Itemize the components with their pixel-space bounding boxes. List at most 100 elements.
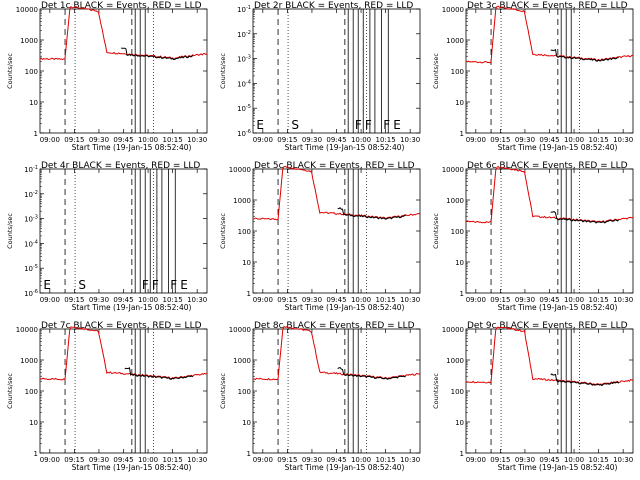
det-2r-panel: Det 2r BLACK = Events, RED = LLD Counts/s… <box>219 1 421 152</box>
y-tick-label: 10 <box>29 99 38 107</box>
y-tick-label: 1 <box>247 290 251 298</box>
y-tick-label: 10-1 <box>24 165 38 174</box>
x-axis-label: Start Time (19-Jan-15 08:52:40) <box>72 303 192 312</box>
event-marker-label: S <box>78 278 86 292</box>
x-tick-label: 10:30 <box>613 136 633 144</box>
chart-title: Det 4r BLACK = Events, RED = LLD <box>41 161 200 171</box>
lld-series-line <box>252 325 421 381</box>
x-tick-label: 10:15 <box>589 296 609 304</box>
x-tick-label: 10:15 <box>163 136 183 144</box>
chart-title: Det 9c BLACK = Events, RED = LLD <box>467 321 628 331</box>
x-tick-label: 10:30 <box>613 456 633 464</box>
y-tick-label: 1000 <box>20 37 38 45</box>
det-3c-panel: Det 3c BLACK = Events, RED = LLD Counts/s… <box>432 1 634 152</box>
x-tick-label: 09:15 <box>277 456 297 464</box>
y-tick-label: 10-5 <box>24 264 38 273</box>
event-marker-label: E <box>43 278 51 292</box>
x-tick-label: 09:30 <box>89 136 109 144</box>
event-marker-label: F <box>383 118 390 132</box>
events-series-line <box>337 206 406 220</box>
x-tick-label: 10:30 <box>613 296 633 304</box>
x-tick-label: 09:45 <box>113 136 133 144</box>
x-tick-label: 10:30 <box>400 296 420 304</box>
x-tick-label: 10:15 <box>589 136 609 144</box>
event-marker-label: F <box>365 118 372 132</box>
lld-series-line <box>465 5 634 64</box>
x-tick-label: 10:00 <box>564 296 584 304</box>
y-tick-label: 100 <box>451 388 464 396</box>
y-tick-label: 100 <box>451 228 464 236</box>
x-tick-label: 10:00 <box>564 456 584 464</box>
y-tick-label: 1 <box>460 450 464 458</box>
y-axis-label: Counts/sec <box>6 213 14 249</box>
events-series-line <box>337 367 406 380</box>
event-marker-label: S <box>291 118 299 132</box>
y-tick-label: 10 <box>455 99 464 107</box>
x-tick-label: 09:30 <box>302 456 322 464</box>
y-tick-label: 10000 <box>229 326 251 334</box>
y-tick-label: 10-3 <box>237 55 251 64</box>
x-tick-label: 10:00 <box>138 296 158 304</box>
y-axis-label: Counts/sec <box>432 373 440 409</box>
x-tick-label: 09:30 <box>515 136 535 144</box>
event-marker-label: F <box>152 278 159 292</box>
x-tick-label: 09:30 <box>302 296 322 304</box>
y-tick-label: 1000 <box>446 357 464 365</box>
y-tick-label: 100 <box>238 228 251 236</box>
y-tick-label: 10000 <box>16 6 38 14</box>
x-tick-label: 10:15 <box>376 456 396 464</box>
y-tick-label: 10 <box>242 419 251 427</box>
x-tick-label: 09:00 <box>466 136 486 144</box>
x-tick-label: 09:45 <box>113 296 133 304</box>
y-tick-label: 1000 <box>446 37 464 45</box>
y-tick-label: 100 <box>451 68 464 76</box>
x-tick-label: 10:30 <box>400 456 420 464</box>
det-5c-panel: Det 5c BLACK = Events, RED = LLD Counts/s… <box>219 161 421 312</box>
x-axis-label: Start Time (19-Jan-15 08:52:40) <box>72 463 192 472</box>
x-axis-label: Start Time (19-Jan-15 08:52:40) <box>498 303 618 312</box>
x-tick-label: 09:15 <box>64 136 84 144</box>
x-tick-label: 09:45 <box>539 136 559 144</box>
x-tick-label: 09:30 <box>89 296 109 304</box>
y-tick-label: 1000 <box>20 357 38 365</box>
event-marker-label: F <box>170 278 177 292</box>
x-tick-label: 09:45 <box>326 296 346 304</box>
y-tick-label: 10-6 <box>24 289 38 298</box>
y-tick-label: 100 <box>25 68 38 76</box>
y-tick-label: 10000 <box>442 326 464 334</box>
det-6c-panel: Det 6c BLACK = Events, RED = LLD Counts/s… <box>432 161 634 312</box>
y-tick-label: 10-2 <box>24 190 38 199</box>
events-series-line <box>121 47 194 61</box>
x-axis-label: Start Time (19-Jan-15 08:52:40) <box>285 463 405 472</box>
det-9c-panel: Det 9c BLACK = Events, RED = LLD Counts/s… <box>432 321 634 472</box>
x-tick-label: 09:15 <box>277 136 297 144</box>
x-axis-label: Start Time (19-Jan-15 08:52:40) <box>498 143 618 152</box>
lld-series-line <box>39 326 208 381</box>
y-tick-label: 10 <box>455 259 464 267</box>
y-tick-label: 10-1 <box>237 5 251 14</box>
x-tick-label: 09:00 <box>40 296 60 304</box>
x-tick-label: 09:15 <box>64 296 84 304</box>
x-tick-label: 09:30 <box>515 296 535 304</box>
event-marker-label: F <box>142 278 149 292</box>
lld-series-line <box>465 165 634 224</box>
x-tick-label: 10:15 <box>163 296 183 304</box>
y-tick-label: 10-3 <box>24 215 38 224</box>
y-tick-label: 10 <box>29 419 38 427</box>
x-tick-label: 10:15 <box>163 456 183 464</box>
chart-title: Det 2r BLACK = Events, RED = LLD <box>254 1 413 11</box>
x-tick-label: 10:00 <box>138 456 158 464</box>
events-series-line <box>550 48 619 62</box>
y-tick-label: 10 <box>242 259 251 267</box>
det-7c-panel: Det 7c BLACK = Events, RED = LLD Counts/s… <box>6 321 208 472</box>
chart-title: Det 3c BLACK = Events, RED = LLD <box>467 1 628 11</box>
event-marker-label: E <box>180 278 188 292</box>
y-axis-label: Counts/sec <box>219 53 227 89</box>
x-tick-label: 09:45 <box>539 456 559 464</box>
y-tick-label: 10000 <box>16 326 38 334</box>
y-tick-label: 1000 <box>446 197 464 205</box>
y-axis-label: Counts/sec <box>432 213 440 249</box>
lld-series-line <box>465 326 634 386</box>
event-marker-label: E <box>256 118 264 132</box>
y-axis-label: Counts/sec <box>219 373 227 409</box>
